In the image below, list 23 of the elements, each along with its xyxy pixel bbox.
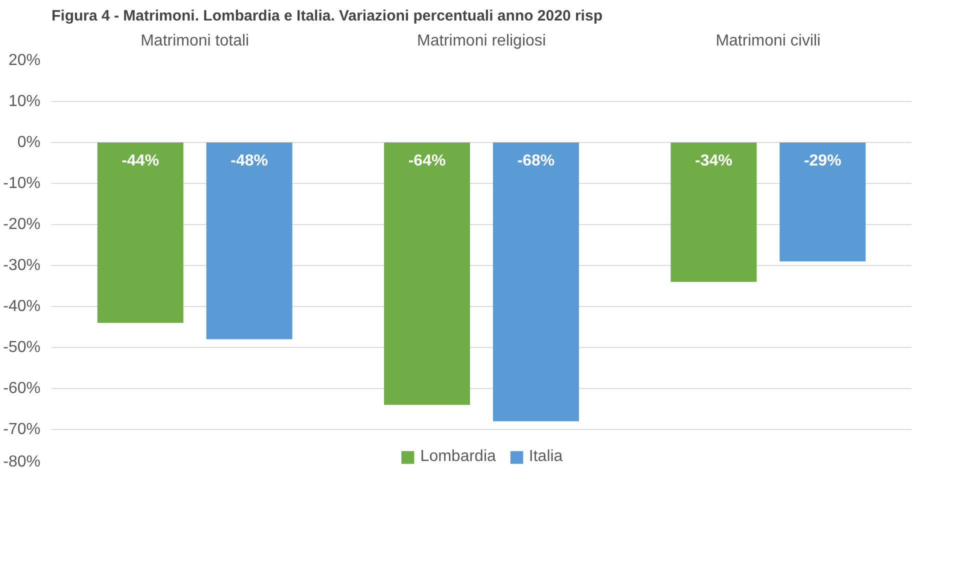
legend-label: Lombardia xyxy=(420,448,496,466)
y-tick-label: -40% xyxy=(3,298,41,315)
data-label: -29% xyxy=(804,152,842,170)
legend-label: Italia xyxy=(528,448,563,466)
x-tick-label: Matrimoni religiosi xyxy=(417,32,546,50)
y-tick-label: -10% xyxy=(3,175,41,192)
y-tick-label: 0% xyxy=(17,134,40,151)
y-tick-label: -20% xyxy=(3,216,41,233)
y-tick-label: -60% xyxy=(3,380,41,397)
y-tick-label: 20% xyxy=(8,52,41,69)
y-tick-label: -50% xyxy=(3,339,41,356)
y-tick-label: -70% xyxy=(3,421,41,438)
data-label: -64% xyxy=(408,152,446,170)
y-tick-label: 10% xyxy=(8,93,41,110)
x-tick-label: Matrimoni civili xyxy=(716,32,821,50)
data-label: -68% xyxy=(517,152,555,170)
x-tick-label: Matrimoni totali xyxy=(140,32,250,50)
data-label: -34% xyxy=(695,152,732,170)
y-tick-label: -30% xyxy=(3,257,41,274)
y-tick-label: -80% xyxy=(3,454,41,470)
chart-title: Figura 4 - Matrimoni. Lombardia e Italia. Variazioni percentuali anno 2020 risp xyxy=(52,8,602,24)
data-label: -48% xyxy=(230,152,268,170)
data-label: -44% xyxy=(122,152,160,170)
